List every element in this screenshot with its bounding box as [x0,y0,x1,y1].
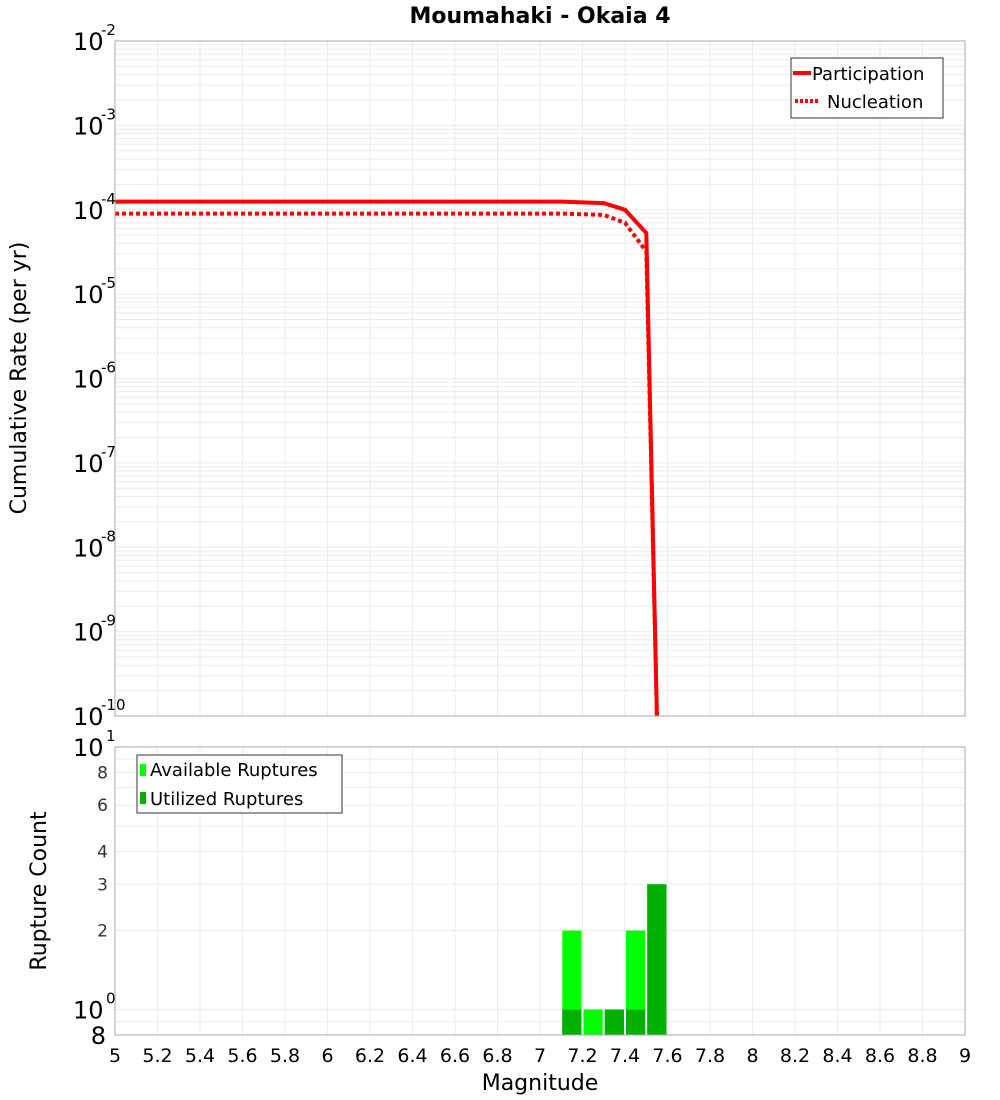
nucleation-legend-label: Nucleation [827,92,923,113]
participation-legend-label: Participation [812,64,924,85]
y-tick-label: 3 [97,875,108,895]
rate-plot-lines [115,199,659,717]
svg-text:10: 10 [73,450,104,478]
utilized-bar [647,884,667,1035]
y-tick-label: 10-2 [73,21,116,56]
x-tick-label: 8.8 [907,1045,937,1067]
y-tick-label: 10 1 [73,727,116,762]
x-tick-label: 8.4 [822,1045,852,1067]
rate-legend: Participation Nucleation [790,57,944,119]
x-tick-label: 8 [746,1045,758,1067]
rate-plot-frame [114,40,966,717]
y-tick-label: 10-5 [73,274,116,309]
x-tick-label: 5 [109,1045,121,1067]
svg-text:10: 10 [73,619,104,647]
y-tick-label: 6 [97,796,108,816]
y-tick-label: 10-4 [73,190,116,225]
y-tick-label: 10-9 [73,612,116,647]
rupture-legend: Available Ruptures Utilized Ruptures [136,754,343,814]
rate-plot-grid [114,41,966,717]
svg-text:-6: -6 [101,359,116,377]
x-tick-label: 6.8 [482,1045,512,1067]
x-tick-label: 8.2 [780,1045,810,1067]
svg-text:-9: -9 [101,612,116,630]
rate-y-ticks: 10-210-310-410-510-610-710-810-910-10 [73,21,126,731]
x-tick-label: 8.6 [865,1045,895,1067]
y-tick-label: 8 [91,1022,106,1050]
x-tick-label: 6.2 [355,1045,385,1067]
available-bar [583,1009,603,1035]
available-bar [626,930,646,1035]
x-tick-label: 6.6 [440,1045,470,1067]
svg-text:10: 10 [73,534,104,562]
utilized-bar [562,1009,582,1035]
x-tick-label: 7.4 [610,1045,640,1067]
svg-text:-4: -4 [101,190,116,208]
magnitude-x-axis-label: Magnitude [482,1071,599,1096]
chart-title: Moumahaki - Okaia 4 [409,4,670,29]
x-tick-label: 6 [321,1045,333,1067]
svg-text:10: 10 [73,281,104,309]
y-tick-label: 10-10 [73,696,126,731]
rupture-y-axis-label: Rupture Count [27,811,52,971]
available-legend-swatch [140,764,146,776]
x-tick-label: 7.6 [652,1045,682,1067]
rupture-plot-frame [114,746,966,1036]
y-tick-label: 10 0 [73,990,116,1025]
nucleation-line [115,211,659,717]
svg-text:-7: -7 [101,443,116,461]
y-tick-label: 8 [97,763,108,783]
rupture-legend-box [136,754,343,814]
available-bar [562,930,582,1035]
x-tick-label: 5.6 [227,1045,257,1067]
rate-y-axis-label: Cumulative Rate (per yr) [7,242,32,515]
svg-text:10: 10 [73,997,104,1025]
svg-text:-3: -3 [101,105,116,123]
utilized-legend-swatch [140,792,146,804]
rate-legend-box [790,57,944,119]
utilized-legend-label: Utilized Ruptures [150,789,303,810]
x-tick-label: 7.2 [567,1045,597,1067]
svg-text:10: 10 [73,197,104,225]
y-tick-label: 10-8 [73,527,116,562]
rupture-bars [562,884,667,1035]
svg-text:10: 10 [73,703,104,731]
y-tick-label: 2 [97,922,108,942]
svg-text:10: 10 [73,366,104,394]
x-tick-label: 7.8 [695,1045,725,1067]
x-tick-label: 5.8 [270,1045,300,1067]
svg-text:-8: -8 [101,527,116,545]
y-tick-label: 4 [97,842,108,862]
svg-text:10: 10 [73,734,104,762]
y-tick-label: 10-6 [73,359,116,394]
available-legend-label: Available Ruptures [150,760,318,781]
x-tick-label: 7 [534,1045,546,1067]
svg-text:1: 1 [106,727,116,745]
utilized-bar [626,1009,646,1035]
x-tick-label: 9 [959,1045,971,1067]
svg-text:-2: -2 [101,21,116,39]
svg-text:-5: -5 [101,274,116,292]
svg-text:10: 10 [73,28,104,56]
y-tick-label: 10-3 [73,105,116,140]
x-tick-label: 5.2 [142,1045,172,1067]
y-tick-label: 10-7 [73,443,116,478]
x-tick-label: 6.4 [397,1045,427,1067]
svg-text:0: 0 [106,990,116,1008]
svg-text:10: 10 [73,112,104,140]
x-tick-label: 5.4 [185,1045,215,1067]
utilized-bar [604,1009,624,1035]
magnitude-x-ticks: 5 5.2 5.4 5.6 5.8 6 6.2 6.4 6.6 6.8 7 7.2 7.4 7.6 7.8 8… [109,1045,971,1067]
rate-plot: 10-210-310-410-510-610-710-810-910-10 Cu… [7,21,966,731]
svg-text:-10: -10 [101,696,126,714]
